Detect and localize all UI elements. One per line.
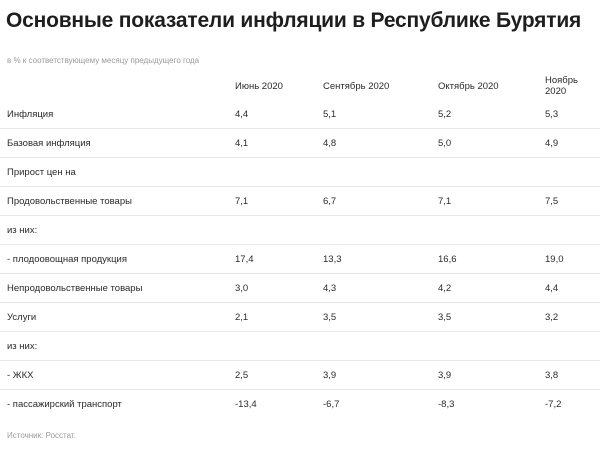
- value-november: [545, 331, 600, 361]
- row-label: Непродовольственные товары: [0, 273, 235, 303]
- header-cell-november: Ноябрь 2020: [545, 75, 578, 97]
- page-title: Основные показатели инфляции в Республик…: [6, 9, 582, 32]
- value-june: 17,4: [235, 244, 323, 274]
- value-june: 7,1: [235, 186, 323, 216]
- value-september: 6,7: [323, 186, 438, 216]
- row-label: - ЖКХ: [0, 360, 235, 390]
- table-row: Инфляция 4,4 5,1 5,2 5,3: [0, 100, 600, 129]
- value-september: 4,8: [323, 128, 438, 158]
- value-november: 4,9: [545, 128, 600, 158]
- row-label: Продовольственные товары: [0, 186, 235, 216]
- value-september: 13,3: [323, 244, 438, 274]
- table-row: Базовая инфляция 4,1 4,8 5,0 4,9: [0, 128, 600, 158]
- value-september: 4,3: [323, 273, 438, 303]
- value-november: [545, 157, 600, 187]
- value-september: [323, 157, 438, 187]
- value-october: [438, 157, 545, 187]
- header-cell-september: Сентябрь 2020: [323, 80, 390, 92]
- table-subtitle: в % к соответствующему месяцу предыдущег…: [7, 56, 200, 65]
- value-october: [438, 215, 545, 245]
- header-cell-label: [0, 72, 235, 100]
- table-row: из них:: [0, 215, 600, 245]
- value-october: 7,1: [438, 186, 545, 216]
- value-june: 4,1: [235, 128, 323, 158]
- value-september: 3,9: [323, 360, 438, 390]
- table-row: Продовольственные товары 7,1 6,7 7,1 7,5: [0, 186, 600, 216]
- value-september: [323, 331, 438, 361]
- value-september: 3,5: [323, 302, 438, 332]
- header-cell-june: Июнь 2020: [235, 80, 283, 92]
- value-september: 5,1: [323, 108, 337, 120]
- table-row: Непродовольственные товары 3,0 4,3 4,2 4,4: [0, 273, 600, 303]
- table-row: - плодоовощная продукция 17,4 13,3 16,6 19,0: [0, 244, 600, 274]
- row-label: Инфляция: [7, 108, 54, 120]
- source-note: Источник: Росстат.: [7, 431, 76, 440]
- value-november: 4,4: [545, 273, 600, 303]
- value-september: [323, 215, 438, 245]
- row-label: из них:: [0, 215, 235, 245]
- value-june: 2,1: [235, 302, 323, 332]
- table-row: - пассажирский транспорт -13,4 -6,7 -8,3 -7,…: [0, 389, 600, 418]
- value-october: 5,0: [438, 128, 545, 158]
- row-label: Услуги: [0, 302, 235, 332]
- row-label: Базовая инфляция: [0, 128, 235, 158]
- table-row: Услуги 2,1 3,5 3,5 3,2: [0, 302, 600, 332]
- value-november: [545, 215, 600, 245]
- header-cell-october: Октябрь 2020: [438, 80, 499, 92]
- value-november: 19,0: [545, 244, 600, 274]
- row-label: Прирост цен на: [0, 157, 235, 187]
- value-june: [235, 331, 323, 361]
- value-october: 3,9: [438, 360, 545, 390]
- value-october: [438, 331, 545, 361]
- value-october: -8,3: [438, 389, 545, 418]
- value-november: 3,8: [545, 360, 600, 390]
- row-label: - пассажирский транспорт: [0, 389, 235, 418]
- inflation-table: Июнь 2020 Сентябрь 2020 Октябрь 2020 Ноя…: [0, 72, 600, 418]
- value-june: -13,4: [235, 389, 323, 418]
- value-october: 3,5: [438, 302, 545, 332]
- value-september: -6,7: [323, 389, 438, 418]
- value-november: 3,2: [545, 302, 600, 332]
- value-june: [235, 157, 323, 187]
- value-november: 5,3: [545, 108, 559, 120]
- value-october: 4,2: [438, 273, 545, 303]
- table-row: Прирост цен на: [0, 157, 600, 187]
- table-row: из них:: [0, 331, 600, 361]
- value-november: -7,2: [545, 389, 600, 418]
- value-november: 7,5: [545, 186, 600, 216]
- value-october: 5,2: [438, 108, 452, 120]
- table-header-row: Июнь 2020 Сентябрь 2020 Октябрь 2020 Ноя…: [0, 72, 600, 100]
- value-june: [235, 215, 323, 245]
- table-row: - ЖКХ 2,5 3,9 3,9 3,8: [0, 360, 600, 390]
- row-label: - плодоовощная продукция: [0, 244, 235, 274]
- value-june: 3,0: [235, 273, 323, 303]
- value-june: 2,5: [235, 360, 323, 390]
- value-october: 16,6: [438, 244, 545, 274]
- value-june: 4,4: [235, 108, 249, 120]
- row-label: из них:: [0, 331, 235, 361]
